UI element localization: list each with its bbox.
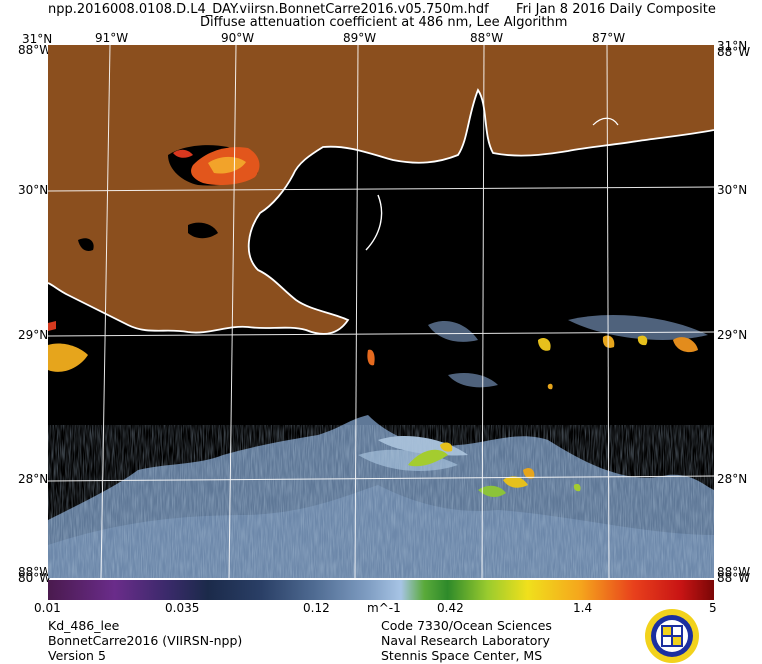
colorbar-units: m^-1 <box>367 601 401 615</box>
lon-label-90w: 90°W <box>221 31 255 45</box>
date-title: Fri Jan 8 2016 Daily Composite <box>516 2 716 17</box>
footer-region-sensor: BonnetCarre2016 (VIIRSN-npp) <box>48 633 243 648</box>
lat-label-28n-left: 28°N <box>18 472 49 486</box>
corner-top-left-lon: 88°W <box>18 43 52 57</box>
lat-label-29n-left: 29°N <box>18 328 49 342</box>
lon-label-87w: 87°W <box>592 31 626 45</box>
footer-lab: Naval Research Laboratory <box>381 633 550 648</box>
colorbar-tick-0.42: 0.42 <box>437 601 464 615</box>
lake-pontchartrain-kd <box>173 147 260 185</box>
lon-label-91w: 91°W <box>95 31 129 45</box>
corner-bottom-right-lon: 88°W <box>717 571 751 585</box>
plume-patches <box>48 321 698 497</box>
colorbar-tick-5: 5 <box>709 601 717 615</box>
colorbar-tick-0.01: 0.01 <box>34 601 61 615</box>
colorbar <box>48 580 714 600</box>
filename-title: npp.2016008.0108.D.L4_DAY.viirsn.BonnetC… <box>48 2 489 17</box>
corner-bottom-left-lon: 80°W <box>18 571 52 585</box>
footer-version: Version 5 <box>48 648 106 663</box>
colorbar-tick-0.12: 0.12 <box>303 601 330 615</box>
footer-code: Code 7330/Ocean Sciences <box>381 618 552 633</box>
corner-top-left-lat: 31°N <box>22 32 53 46</box>
corner-top-right-lon: 88°W <box>717 45 751 59</box>
graticule <box>48 45 714 578</box>
lon-label-89w: 89°W <box>343 31 377 45</box>
lat-label-30n-left: 30°N <box>18 183 49 197</box>
nrl-seal-logo <box>645 609 699 663</box>
lon-label-88w: 88°W <box>470 31 504 45</box>
product-title: Diffuse attenuation coefficient at 486 n… <box>200 15 568 30</box>
offshore-kd-field <box>48 315 714 578</box>
lat-label-28n-right: 28°N <box>717 472 748 486</box>
footer-product-name: Kd_486_lee <box>48 618 120 633</box>
corner-bottom-left-lat: 88°W <box>18 565 52 579</box>
kd486-map <box>48 45 714 578</box>
colorbar-tick-0.035: 0.035 <box>165 601 200 615</box>
corner-bottom-right-lat: 88°W <box>717 565 751 579</box>
corner-top-right-lat: 31°N <box>717 39 748 53</box>
footer-location: Stennis Space Center, MS <box>381 648 543 663</box>
lat-label-29n-right: 29°N <box>717 328 748 342</box>
lat-label-30n-right: 30°N <box>717 183 748 197</box>
colorbar-tick-1.4: 1.4 <box>573 601 593 615</box>
